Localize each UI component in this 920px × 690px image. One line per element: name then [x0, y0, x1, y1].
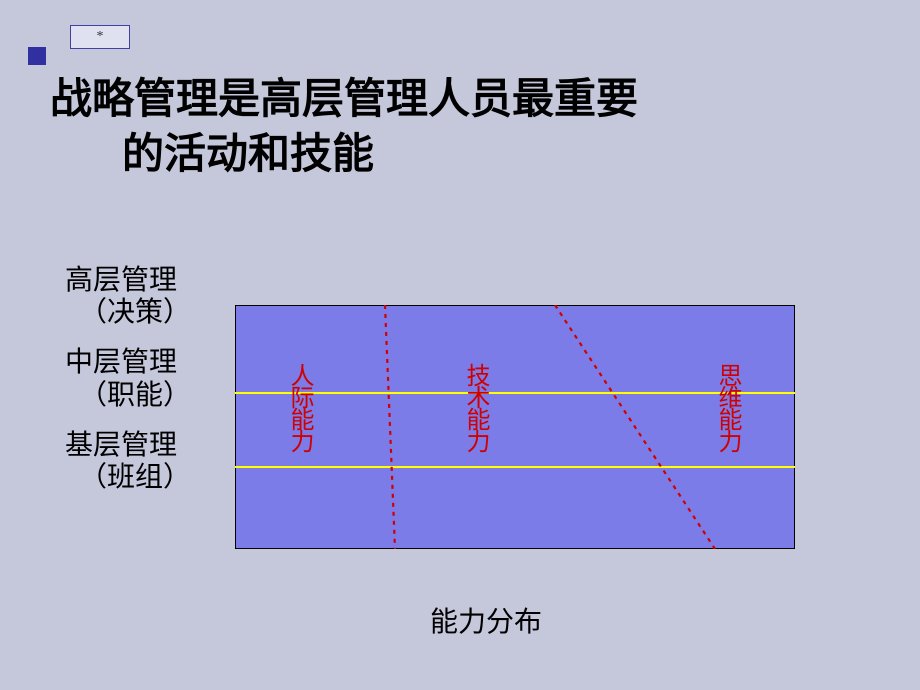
level-bottom: 基层管理 （班组）	[65, 430, 191, 494]
level-bottom-sub: （班组）	[65, 462, 191, 494]
chart-rect	[235, 305, 795, 549]
level-labels: 高层管理 （决策） 中层管理 （职能） 基层管理 （班组）	[65, 265, 191, 512]
level-top: 高层管理 （决策）	[65, 265, 191, 329]
level-middle: 中层管理 （职能）	[65, 347, 191, 411]
skill-technical: 技术能力	[463, 363, 487, 451]
skills-chart: 人际能力 技术能力 思维能力	[235, 305, 795, 549]
skill-interpersonal: 人际能力	[287, 363, 311, 451]
level-top-sub: （决策）	[65, 297, 191, 329]
chart-svg	[235, 305, 795, 549]
header-asterisk: *	[97, 29, 104, 45]
level-middle-main: 中层管理	[65, 347, 191, 379]
header-asterisk-box: *	[70, 25, 130, 49]
skill-conceptual: 思维能力	[715, 363, 739, 451]
page-title: 战略管理是高层管理人员最重要 的活动和技能	[50, 72, 638, 181]
x-axis-label: 能力分布	[430, 600, 542, 640]
title-line2: 的活动和技能	[50, 127, 638, 182]
level-bottom-main: 基层管理	[65, 430, 191, 462]
title-line1: 战略管理是高层管理人员最重要	[50, 72, 638, 127]
title-bullet	[28, 47, 46, 65]
level-middle-sub: （职能）	[65, 380, 191, 412]
level-top-main: 高层管理	[65, 265, 191, 297]
